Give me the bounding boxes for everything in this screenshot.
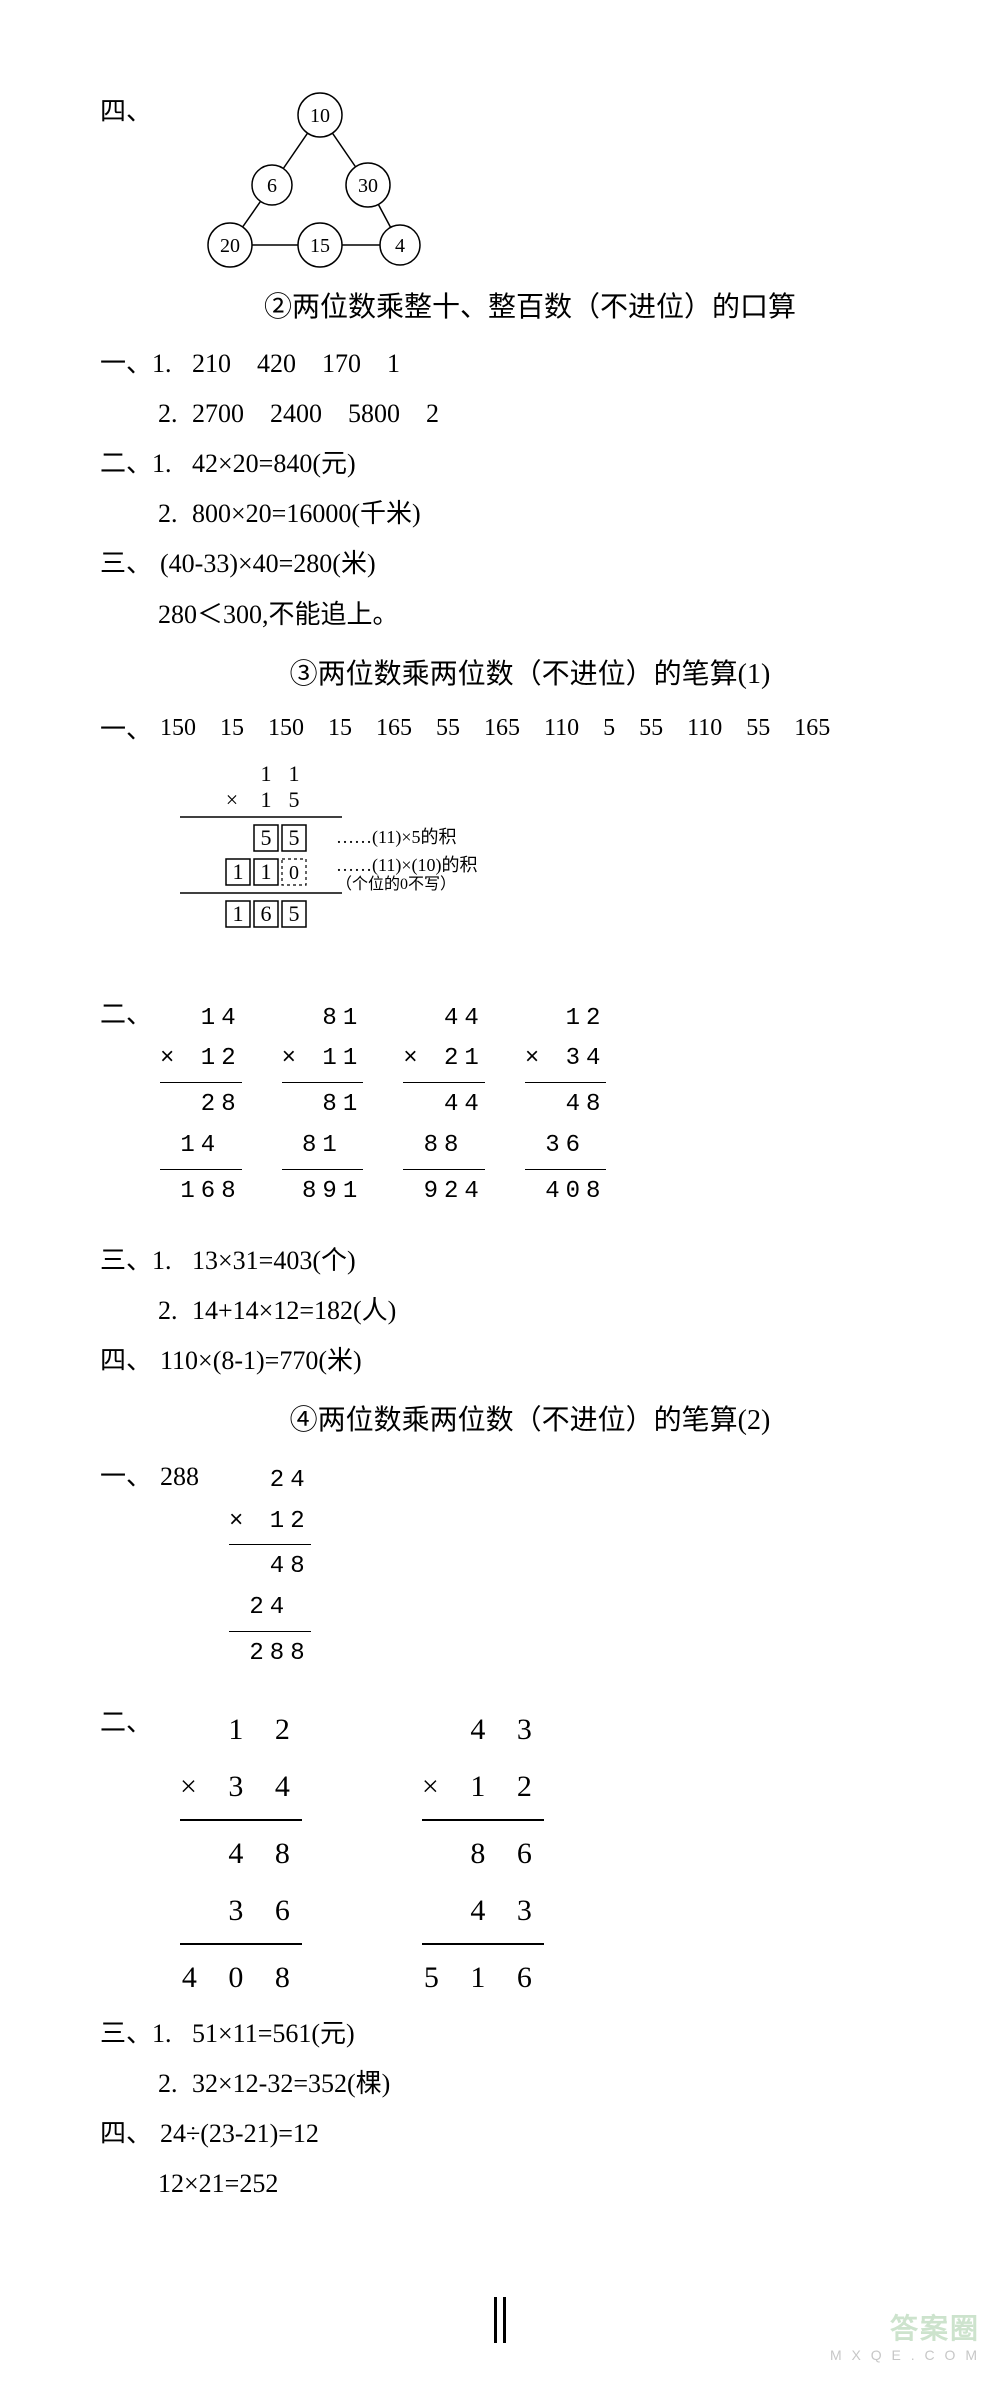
s4-q4-2: 12×21=252 xyxy=(100,2162,960,2206)
s3-q4: 四、 110×(8-1)=770(米) xyxy=(100,1339,960,1383)
svg-text:1: 1 xyxy=(233,901,244,926)
label: 2. xyxy=(158,2062,192,2106)
svg-text:4: 4 xyxy=(395,235,405,257)
svg-text:30: 30 xyxy=(358,175,378,197)
calc-row: 14× 12 28 14 168 81× 11 81 81 891 44× 21… xyxy=(160,999,646,1213)
vertical-calc: 14× 12 28 14 168 xyxy=(160,999,242,1213)
label: 三、1. xyxy=(100,1239,192,1283)
s4-q3-2: 2. 32×12-32=352(棵) xyxy=(100,2062,960,2106)
s2-q2-2: 2. 800×20=16000(千米) xyxy=(100,492,960,536)
svg-text:1: 1 xyxy=(261,787,272,812)
triangle-svg: 10 6 30 20 15 4 xyxy=(190,90,450,275)
svg-text:5: 5 xyxy=(289,787,300,812)
svg-text:5: 5 xyxy=(261,825,272,850)
expr: 51×11=561(元) xyxy=(192,2012,355,2056)
svg-text:1: 1 xyxy=(261,761,272,786)
s2-q1-1: 一、1. 210 420 170 1 xyxy=(100,342,960,386)
vals: 150 15 150 15 165 55 165 110 5 55 110 55… xyxy=(160,708,830,749)
expr: 42×20=840(元) xyxy=(192,442,356,486)
expr: 13×31=403(个) xyxy=(192,1239,356,1283)
label: 二、 xyxy=(100,993,160,1037)
label: 二、 xyxy=(100,1701,160,1745)
boxed-calc-wrap: 11×1555……(11)×5的积110……(11)×(10)的积（个位的0不写… xyxy=(100,759,960,973)
watermark: 答案圈 M X Q E . C O M xyxy=(830,2307,980,2363)
heading-s4: ④两位数乘两位数（不进位）的笔算(2) xyxy=(100,1397,960,1445)
vertical-calc: 24× 12 48 24 288 xyxy=(229,1461,311,1675)
s3-q1: 一、 150 15 150 15 165 55 165 110 5 55 110… xyxy=(100,708,960,752)
label: 一、 xyxy=(100,1455,160,1499)
svg-text:1: 1 xyxy=(289,761,300,786)
calc: 24× 12 48 24 288 xyxy=(229,1461,351,1675)
section-label: 四、 xyxy=(100,90,160,134)
expr: 32×12-32=352(棵) xyxy=(192,2062,390,2106)
watermark-url: M X Q E . C O M xyxy=(830,2347,980,2363)
svg-text:1: 1 xyxy=(233,859,244,884)
page-number xyxy=(494,2297,506,2343)
s3-q3-2: 2. 14+14×12=182(人) xyxy=(100,1289,960,1333)
label: 一、 xyxy=(100,708,160,752)
heading-s2: ②两位数乘整十、整百数（不进位）的口算 xyxy=(100,284,960,332)
s3-q2: 二、 14× 12 28 14 168 81× 11 81 81 891 44×… xyxy=(100,993,960,1233)
vertical-calc: 81× 11 81 81 891 xyxy=(282,999,364,1213)
svg-text:……(11)×5的积: ……(11)×5的积 xyxy=(336,827,456,848)
watermark-logo: 答案圈 xyxy=(830,2307,980,2347)
label: 2. xyxy=(158,1289,192,1333)
s2-q3b: 280＜300,不能追上。 xyxy=(100,593,960,637)
s4-q4-1: 四、 24÷(23-21)=12 xyxy=(100,2112,960,2156)
expr: 24÷(23-21)=12 xyxy=(160,2112,319,2156)
label: 三、1. xyxy=(100,2012,192,2056)
vertical-calc: 12× 34 48 36 408 xyxy=(525,999,607,1213)
s2-q2-1: 二、1. 42×20=840(元) xyxy=(100,442,960,486)
q1-head: 288 xyxy=(160,1455,199,1499)
svg-text:5: 5 xyxy=(289,825,300,850)
svg-text:10: 10 xyxy=(310,105,330,127)
label: 四、 xyxy=(100,2112,160,2156)
triangle-diagram: 10 6 30 20 15 4 xyxy=(190,90,450,270)
vals: 2700 2400 5800 2 xyxy=(192,392,439,436)
svg-text:……(11)×(10)的积: ……(11)×(10)的积 xyxy=(336,855,477,876)
s4-q3-1: 三、1. 51×11=561(元) xyxy=(100,2012,960,2056)
label: 2. xyxy=(158,392,192,436)
svg-text:6: 6 xyxy=(267,175,277,197)
s4-q2: 二、 1 2× 3 4 4 8 3 6 4 0 8 4 3× 1 2 8 6 4… xyxy=(100,1701,960,2006)
s4-q1: 一、 288 24× 12 48 24 288 xyxy=(100,1455,960,1695)
svg-text:15: 15 xyxy=(310,235,330,257)
page-bar xyxy=(494,2297,497,2343)
problem-four-triangle: 四、 10 6 30 20 15 4 xyxy=(100,90,960,270)
label: 一、1. xyxy=(100,342,192,386)
expr: 12×21=252 xyxy=(158,2162,278,2206)
s2-q3a: 三、 (40-33)×40=280(米) xyxy=(100,542,960,586)
svg-text:6: 6 xyxy=(261,901,272,926)
vals: 210 420 170 1 xyxy=(192,342,400,386)
expr: (40-33)×40=280(米) xyxy=(160,542,376,586)
heading-s3: ③两位数乘两位数（不进位）的笔算(1) xyxy=(100,651,960,699)
s2-q1-2: 2. 2700 2400 5800 2 xyxy=(100,392,960,436)
svg-text:5: 5 xyxy=(289,901,300,926)
calc-row-big: 1 2× 3 4 4 8 3 6 4 0 8 4 3× 1 2 8 6 4 3 … xyxy=(160,1701,544,2006)
vertical-calc: 44× 21 44 88 924 xyxy=(403,999,485,1213)
boxed-calc: 11×1555……(11)×5的积110……(11)×(10)的积（个位的0不写… xyxy=(170,759,590,959)
expr: 800×20=16000(千米) xyxy=(192,492,421,536)
page-content: 四、 1063020154 ②两位数乘整十、整百数（不进位）的口算 一、1. 2… xyxy=(40,0,960,2207)
s3-q3-1: 三、1. 13×31=403(个) xyxy=(100,1239,960,1283)
svg-text:20: 20 xyxy=(220,235,240,257)
expr: 14+14×12=182(人) xyxy=(192,1289,396,1333)
label: 四、 xyxy=(100,1339,160,1383)
vertical-calc-big: 1 2× 3 4 4 8 3 6 4 0 8 xyxy=(180,1701,302,2006)
expr: 280＜300,不能追上。 xyxy=(158,593,399,637)
label: 二、1. xyxy=(100,442,192,486)
label: 三、 xyxy=(100,542,160,586)
page-bar xyxy=(503,2297,506,2343)
vertical-calc-big: 4 3× 1 2 8 6 4 3 5 1 6 xyxy=(422,1701,544,2006)
expr: 110×(8-1)=770(米) xyxy=(160,1339,362,1383)
svg-text:1: 1 xyxy=(261,859,272,884)
svg-text:（个位的0不写）: （个位的0不写） xyxy=(336,875,456,893)
svg-text:×: × xyxy=(226,787,238,812)
label: 2. xyxy=(158,492,192,536)
svg-text:0: 0 xyxy=(289,862,299,884)
